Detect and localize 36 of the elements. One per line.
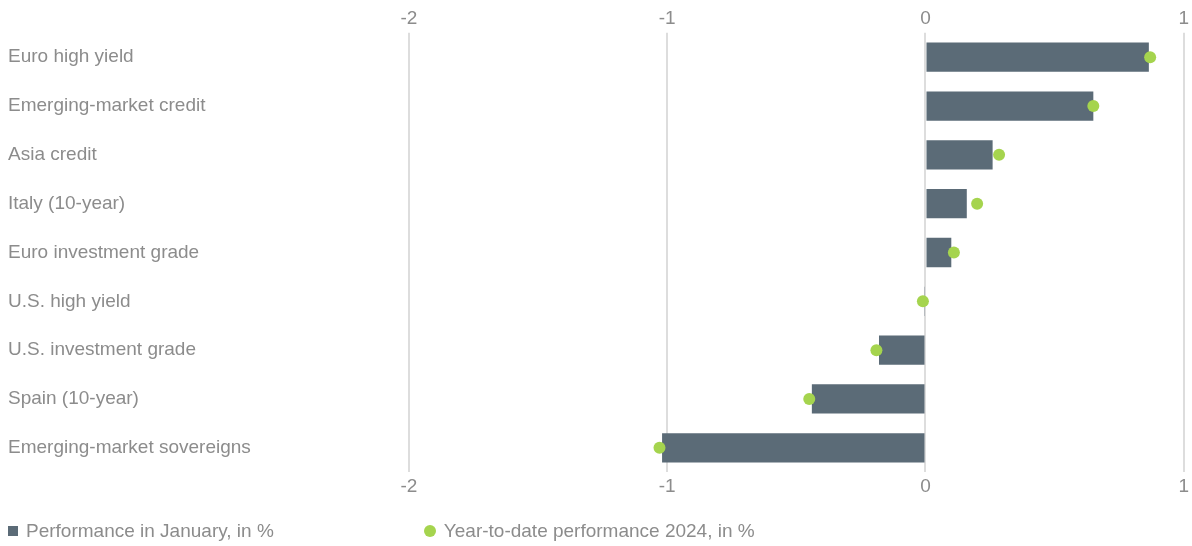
- bar: [926, 140, 993, 170]
- y-tick-label: Italy (10-year): [8, 191, 126, 213]
- y-tick-label: U.S. high yield: [8, 289, 131, 311]
- point: [653, 441, 666, 454]
- point: [1087, 100, 1100, 113]
- point: [947, 246, 960, 259]
- point: [993, 148, 1006, 161]
- x2-tick-label: -2: [400, 6, 418, 28]
- bar: [879, 335, 925, 365]
- bar: [926, 42, 1149, 72]
- x-tick-label: -1: [658, 474, 676, 496]
- y-tick-label: Spain (10-year): [8, 387, 139, 409]
- point: [916, 295, 929, 308]
- x-tick-label: 1: [1178, 474, 1190, 496]
- point: [803, 392, 816, 405]
- bar: [811, 384, 925, 414]
- point: [1144, 51, 1157, 64]
- y-tick-label: Emerging-market sovereigns: [8, 436, 251, 458]
- y-tick-label: Asia credit: [8, 143, 98, 165]
- legend-label: Performance in January, in %: [26, 520, 274, 542]
- legend-label: Year-to-date performance 2024, in %: [443, 520, 755, 542]
- x2-tick-label: 1: [1178, 6, 1190, 28]
- x2-tick-label: -1: [658, 6, 676, 28]
- bar: [926, 189, 967, 219]
- x-tick-label: -2: [400, 474, 418, 496]
- bar: [926, 237, 952, 268]
- point: [971, 197, 984, 210]
- y-tick-label: U.S. investment grade: [8, 338, 196, 360]
- x2-tick-label: 0: [920, 6, 931, 28]
- bar: [926, 91, 1094, 121]
- x-tick-label: 0: [920, 474, 931, 496]
- y-tick-label: Euro high yield: [8, 45, 134, 67]
- y-tick-label: Euro investment grade: [8, 240, 200, 262]
- y-tick-label: Emerging-market credit: [8, 94, 207, 116]
- point: [870, 344, 883, 357]
- bar: [662, 433, 925, 463]
